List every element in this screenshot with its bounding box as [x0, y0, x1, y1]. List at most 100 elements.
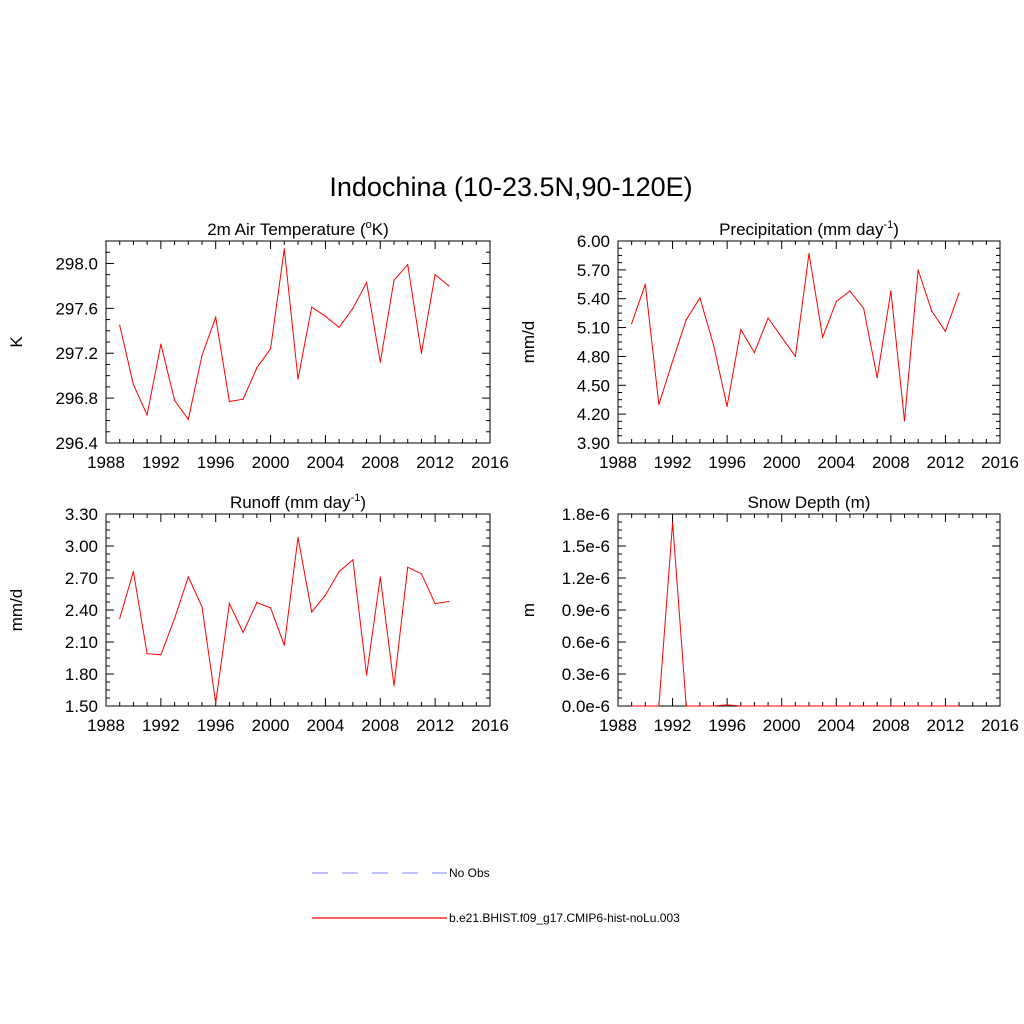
data-point	[631, 705, 633, 707]
x-tick-label: 1992	[142, 453, 180, 472]
data-point	[365, 281, 368, 284]
data-point	[781, 705, 783, 707]
data-point	[931, 705, 933, 707]
data-point	[187, 418, 189, 421]
panel-3: Runoff (mm day-1) mm/d 1988 1992 1996 2000 200…	[7, 492, 509, 735]
y-tick-label: 296.8	[55, 389, 98, 408]
y-tick-label: 2.10	[65, 633, 98, 652]
data-point	[283, 644, 285, 646]
data-point	[448, 285, 450, 287]
data-point	[944, 330, 947, 333]
x-tick-label: 1992	[654, 453, 692, 472]
plot-frame	[617, 240, 1001, 444]
data-point	[671, 521, 674, 524]
y-axis-label: mm/d	[519, 321, 538, 364]
x-tick-label: 2008	[872, 453, 910, 472]
x-tick-label: 2000	[763, 716, 801, 735]
data-point	[808, 252, 810, 255]
data-point	[958, 292, 960, 294]
data-point	[173, 399, 176, 401]
data-point	[119, 324, 121, 326]
legend-label: b.e21.BHIST.f09_g17.CMIP6-hist-noLu.003	[449, 911, 680, 925]
series-line-1	[631, 522, 960, 707]
x-tick-label: 2016	[981, 453, 1019, 472]
data-point	[393, 685, 395, 687]
x-tick-label: 2008	[872, 716, 910, 735]
x-tick-label: 1996	[197, 716, 235, 735]
data-point	[379, 361, 381, 363]
data-point	[849, 705, 851, 707]
x-tick-label: 1996	[197, 453, 235, 472]
series-line-1	[119, 537, 449, 703]
y-axis-label: m	[519, 603, 538, 617]
y-tick-label: 4.20	[577, 405, 610, 424]
y-tick-label: 4.50	[577, 376, 610, 395]
data-point	[420, 573, 423, 575]
data-point	[644, 283, 646, 285]
data-point	[903, 420, 906, 422]
panel-title: Runoff (mm day-1)	[230, 492, 366, 512]
data-point	[297, 378, 299, 380]
data-point	[658, 705, 660, 707]
x-tick-label: 1988	[87, 453, 125, 472]
plot-frame	[105, 513, 491, 707]
data-point	[201, 606, 203, 608]
x-tick-label: 2016	[471, 453, 509, 472]
x-tick-label: 2004	[307, 716, 345, 735]
data-point	[187, 576, 189, 578]
data-point	[407, 566, 409, 568]
y-tick-label: 2.70	[65, 569, 98, 588]
data-point	[767, 705, 769, 707]
data-point	[311, 611, 313, 613]
y-tick-label: 0.9e-6	[562, 601, 610, 620]
data-point	[146, 653, 148, 655]
data-point	[903, 705, 906, 707]
y-tick-label: 3.00	[65, 537, 98, 556]
y-tick-label: 5.10	[577, 319, 610, 338]
x-tick-label: 2008	[361, 453, 399, 472]
data-point	[862, 705, 865, 707]
data-point	[699, 297, 701, 299]
data-point	[822, 336, 824, 338]
x-tick-label: 2012	[927, 453, 965, 472]
data-point	[781, 336, 783, 338]
data-point	[379, 576, 381, 578]
data-point	[767, 317, 769, 319]
data-point	[160, 343, 162, 345]
x-tick-label: 1988	[599, 453, 637, 472]
data-point	[849, 290, 851, 292]
data-point	[699, 705, 701, 707]
y-tick-label: 1.2e-6	[562, 569, 610, 588]
figure-title: Indochina (10-23.5N,90-120E)	[329, 172, 692, 202]
panel-2: Precipitation (mm day-1) mm/d 1988 1992 1996…	[519, 219, 1019, 472]
y-tick-label: 3.30	[65, 505, 98, 524]
data-point	[753, 705, 756, 707]
y-tick-label: 1.50	[65, 697, 98, 716]
data-point	[434, 603, 436, 605]
data-point	[835, 705, 837, 707]
panel-title: Precipitation (mm day-1)	[719, 219, 899, 239]
data-point	[132, 571, 135, 573]
data-point	[242, 398, 244, 400]
data-point	[173, 617, 176, 620]
data-point	[146, 414, 148, 416]
data-point	[352, 307, 354, 309]
x-tick-label: 2000	[252, 716, 290, 735]
data-point	[917, 269, 919, 271]
data-point	[726, 405, 728, 408]
data-point	[228, 603, 231, 605]
y-tick-label: 5.70	[577, 261, 610, 280]
y-tick-label: 0.0e-6	[562, 697, 610, 716]
data-point	[931, 310, 933, 312]
y-axis-label: K	[7, 336, 26, 348]
y-tick-label: 297.2	[55, 344, 98, 363]
data-point	[876, 376, 878, 379]
x-tick-label: 2004	[817, 453, 855, 472]
data-point	[862, 307, 865, 309]
series-line-1	[119, 248, 450, 421]
data-point	[808, 705, 810, 707]
x-tick-label: 1992	[142, 716, 180, 735]
data-point	[365, 674, 368, 676]
data-point	[794, 355, 796, 358]
data-point	[685, 319, 687, 321]
